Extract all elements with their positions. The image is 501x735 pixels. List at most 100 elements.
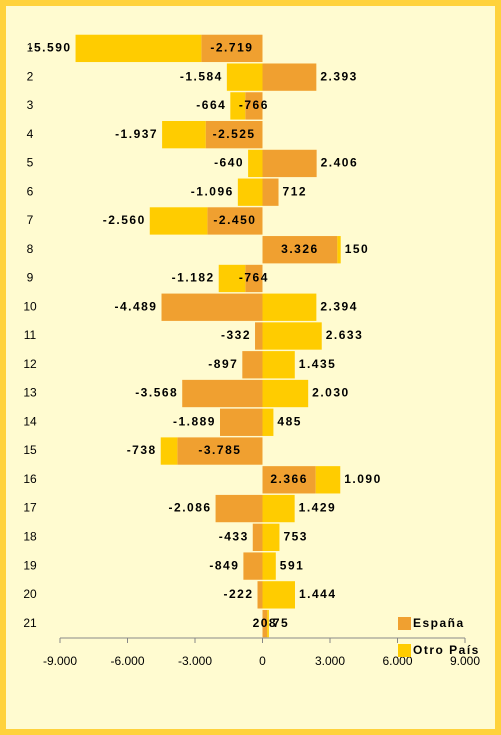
value-label: -332 [221,328,251,342]
bar [243,552,263,580]
value-label: -2.086 [169,501,212,515]
value-label: -2.450 [213,213,256,227]
bar [262,609,268,638]
value-label: -849 [209,558,239,572]
value-label: -2.719 [210,41,253,55]
bar [161,293,263,321]
y-tick-label: 20 [23,587,37,601]
value-label: -433 [219,530,249,544]
bar [262,552,276,580]
value-label: -4.489 [114,299,157,313]
bar [262,293,317,321]
value-label: -5.590 [29,41,72,55]
bar [267,609,269,638]
bar [262,322,322,350]
value-label: 2.394 [320,299,358,313]
value-label: -1.096 [191,184,234,198]
value-label: 753 [283,530,308,544]
bar [242,351,263,379]
bar [245,264,263,293]
bar [337,236,341,264]
y-tick-label: 19 [23,558,37,572]
bar [226,63,263,91]
bar [237,178,263,206]
value-label: -1.889 [173,414,216,428]
y-tick-label: 8 [27,242,34,256]
value-label: -1.182 [172,271,215,285]
value-label: 3.326 [281,242,319,256]
bar [262,523,280,551]
value-label: 2.030 [312,386,350,400]
y-tick-label: 2 [27,69,34,83]
value-label: -640 [214,156,244,170]
value-label: -664 [196,98,226,112]
legend-label: Otro País [413,643,480,657]
bar [160,437,178,465]
value-label: -1.584 [180,69,223,83]
x-tick-label: 0 [259,654,266,668]
bar [205,121,263,149]
bar [245,92,263,120]
y-tick-label: 12 [23,357,37,371]
value-label: -222 [223,587,253,601]
value-label: 2.406 [321,156,359,170]
bar [75,34,202,63]
bar [262,178,279,206]
value-label: -766 [239,98,269,112]
y-tick-label: 17 [23,501,37,515]
value-label: -2.560 [103,213,146,227]
bar [215,494,263,523]
value-label: 591 [280,558,305,572]
y-tick-label: 1 [27,41,34,55]
value-label: 1.090 [344,472,382,486]
bar [230,92,246,120]
x-tick-label: -9.000 [43,654,77,668]
bar [315,466,341,494]
value-label: 2.393 [320,69,358,83]
bar [201,34,263,63]
bar [262,351,295,379]
value-label: -2.525 [213,127,256,141]
bar [248,149,263,178]
bar [149,207,208,235]
x-tick-label: -6.000 [110,654,144,668]
bar [252,523,263,551]
x-tick-label: 3.000 [315,654,345,668]
y-tick-label: 16 [23,472,37,486]
value-label: -1.937 [115,127,158,141]
value-label: 485 [277,414,302,428]
value-label: -897 [208,357,238,371]
bar [262,149,317,178]
y-tick-label: 9 [27,271,34,285]
value-label: 1.429 [299,501,337,515]
value-label: 2.366 [270,472,308,486]
bar [182,379,263,408]
bar [219,408,263,436]
bar [255,322,263,350]
value-label: 75 [273,616,289,630]
y-tick-label: 11 [24,328,37,342]
value-label: 150 [345,242,370,256]
bar [177,437,263,465]
bar [207,207,263,235]
bar [262,494,295,523]
value-label: -738 [127,443,157,457]
bar [257,581,263,609]
y-tick-label: 7 [27,213,34,227]
bar [262,408,274,436]
legend-label: España [413,616,465,630]
value-label: 2.633 [326,328,364,342]
y-tick-label: 4 [27,127,34,141]
y-tick-label: 15 [23,443,37,457]
y-tick-label: 18 [23,530,37,544]
bar [262,466,316,494]
y-tick-label: 13 [23,386,37,400]
value-label: 1.435 [299,357,337,371]
value-label: -764 [239,271,269,285]
x-tick-label: 6.000 [382,654,412,668]
y-tick-label: 6 [27,184,34,198]
value-label: -3.568 [135,386,178,400]
value-label: -3.785 [198,443,241,457]
